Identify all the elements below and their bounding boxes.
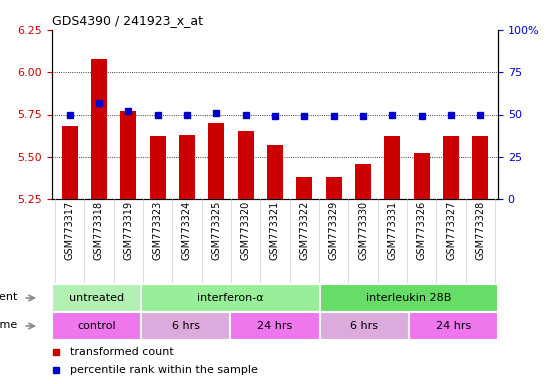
- Text: interferon-α: interferon-α: [197, 293, 263, 303]
- Bar: [409, 312, 498, 340]
- Text: GSM773322: GSM773322: [299, 201, 309, 260]
- Text: GSM773323: GSM773323: [153, 201, 163, 260]
- Bar: [384, 136, 400, 199]
- Bar: [141, 312, 230, 340]
- Bar: [141, 284, 320, 312]
- Bar: [179, 135, 195, 199]
- Bar: [52, 312, 141, 340]
- Bar: [443, 136, 459, 199]
- Bar: [52, 284, 141, 312]
- Bar: [150, 136, 166, 199]
- Text: 6 hrs: 6 hrs: [350, 321, 378, 331]
- Bar: [267, 145, 283, 199]
- Text: GSM773329: GSM773329: [329, 201, 339, 260]
- Bar: [414, 153, 430, 199]
- Bar: [230, 312, 320, 340]
- Text: GSM773327: GSM773327: [446, 201, 456, 260]
- Text: GDS4390 / 241923_x_at: GDS4390 / 241923_x_at: [52, 15, 203, 27]
- Bar: [472, 136, 488, 199]
- Bar: [120, 111, 136, 199]
- Bar: [355, 164, 371, 199]
- Bar: [320, 312, 409, 340]
- Text: untreated: untreated: [69, 293, 124, 303]
- Text: transformed count: transformed count: [70, 347, 174, 357]
- Text: interleukin 28B: interleukin 28B: [366, 293, 452, 303]
- Text: GSM773328: GSM773328: [475, 201, 486, 260]
- Text: 6 hrs: 6 hrs: [172, 321, 200, 331]
- Bar: [320, 284, 498, 312]
- Text: control: control: [78, 321, 116, 331]
- Text: GSM773330: GSM773330: [358, 201, 368, 260]
- Text: GSM773317: GSM773317: [64, 201, 75, 260]
- Text: GSM773320: GSM773320: [241, 201, 251, 260]
- Text: GSM773331: GSM773331: [387, 201, 397, 260]
- Text: percentile rank within the sample: percentile rank within the sample: [70, 365, 258, 375]
- Text: GSM773326: GSM773326: [417, 201, 427, 260]
- Text: 24 hrs: 24 hrs: [257, 321, 293, 331]
- Bar: [238, 131, 254, 199]
- Text: time: time: [0, 319, 18, 329]
- Text: GSM773325: GSM773325: [211, 201, 221, 260]
- Bar: [296, 177, 312, 199]
- Text: GSM773324: GSM773324: [182, 201, 192, 260]
- Bar: [91, 59, 107, 199]
- Bar: [326, 177, 342, 199]
- Text: GSM773319: GSM773319: [123, 201, 133, 260]
- Bar: [62, 126, 78, 199]
- Text: 24 hrs: 24 hrs: [436, 321, 471, 331]
- Text: agent: agent: [0, 291, 18, 301]
- Text: GSM773321: GSM773321: [270, 201, 280, 260]
- Bar: [208, 123, 224, 199]
- Text: GSM773318: GSM773318: [94, 201, 104, 260]
